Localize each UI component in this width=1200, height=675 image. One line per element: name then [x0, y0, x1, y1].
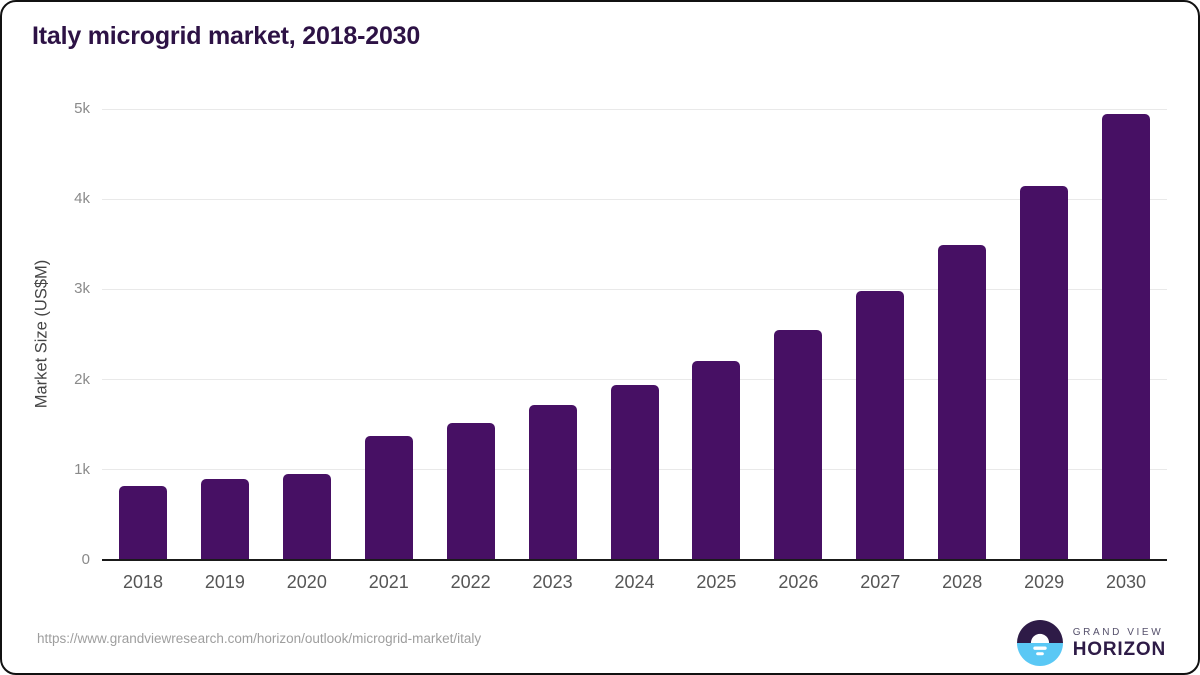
- x-tick-label-2018: 2018: [122, 572, 163, 592]
- x-tick-label-2028: 2028: [942, 572, 983, 592]
- bar-2026: [774, 329, 823, 560]
- bar-2030: [1102, 113, 1151, 560]
- logo-line1: GRAND VIEW: [1072, 626, 1164, 638]
- gridline-3k: [102, 288, 1167, 290]
- bar-2021: [364, 436, 413, 560]
- source-url: https://www.grandviewresearch.com/horizo…: [37, 631, 482, 646]
- logo-line2: HORIZON: [1072, 638, 1166, 660]
- bar-2019: [200, 478, 249, 560]
- x-tick-label-2026: 2026: [778, 572, 819, 592]
- x-tick-label-2020: 2020: [286, 572, 327, 592]
- horizon-sun-icon: [1016, 620, 1063, 666]
- x-tick-label-2025: 2025: [696, 572, 737, 592]
- x-tick-label-2024: 2024: [614, 572, 655, 592]
- bars-layer: [102, 109, 1167, 560]
- bar-2020: [282, 474, 331, 560]
- y-tick-label-0: 0: [81, 551, 90, 568]
- bar-2027: [856, 291, 905, 560]
- chart-title: Italy microgrid market, 2018-2030: [32, 22, 421, 50]
- gridline-2k: [102, 379, 1167, 381]
- bar-2022: [446, 423, 495, 560]
- x-tick-label-2023: 2023: [532, 572, 573, 592]
- y-tick-label-1k: 1k: [74, 460, 90, 478]
- bar-2024: [610, 385, 659, 560]
- y-tick-label-5k: 5k: [74, 100, 90, 117]
- bar-2028: [938, 245, 987, 560]
- x-tick-label-2027: 2027: [860, 572, 901, 592]
- y-axis-title: Market Size (US$M): [32, 259, 51, 409]
- x-tick-label-2029: 2029: [1024, 572, 1065, 592]
- y-tick-label-4k: 4k: [74, 190, 90, 208]
- x-tick-label-2030: 2030: [1106, 572, 1147, 592]
- grand-view-horizon-logo: GRAND VIEW HORIZON: [1016, 619, 1166, 667]
- bar-2018: [118, 486, 167, 560]
- x-tick-label-2021: 2021: [368, 572, 409, 592]
- bar-2023: [528, 405, 577, 560]
- gridline-4k: [102, 198, 1167, 200]
- x-axis-line: [102, 559, 1167, 561]
- logo-text: GRAND VIEW HORIZON: [1073, 627, 1166, 660]
- x-tick-label-2022: 2022: [450, 572, 491, 592]
- plot-area: [102, 108, 1167, 561]
- bar-2029: [1020, 186, 1069, 560]
- x-tick-label-2019: 2019: [204, 572, 245, 592]
- x-tick-labels: 2018 2019 2020 2021 2022 2023 2024 2025 2026 2027…: [102, 572, 1167, 598]
- bar-2025: [692, 361, 741, 560]
- gridline-5k: [102, 108, 1167, 110]
